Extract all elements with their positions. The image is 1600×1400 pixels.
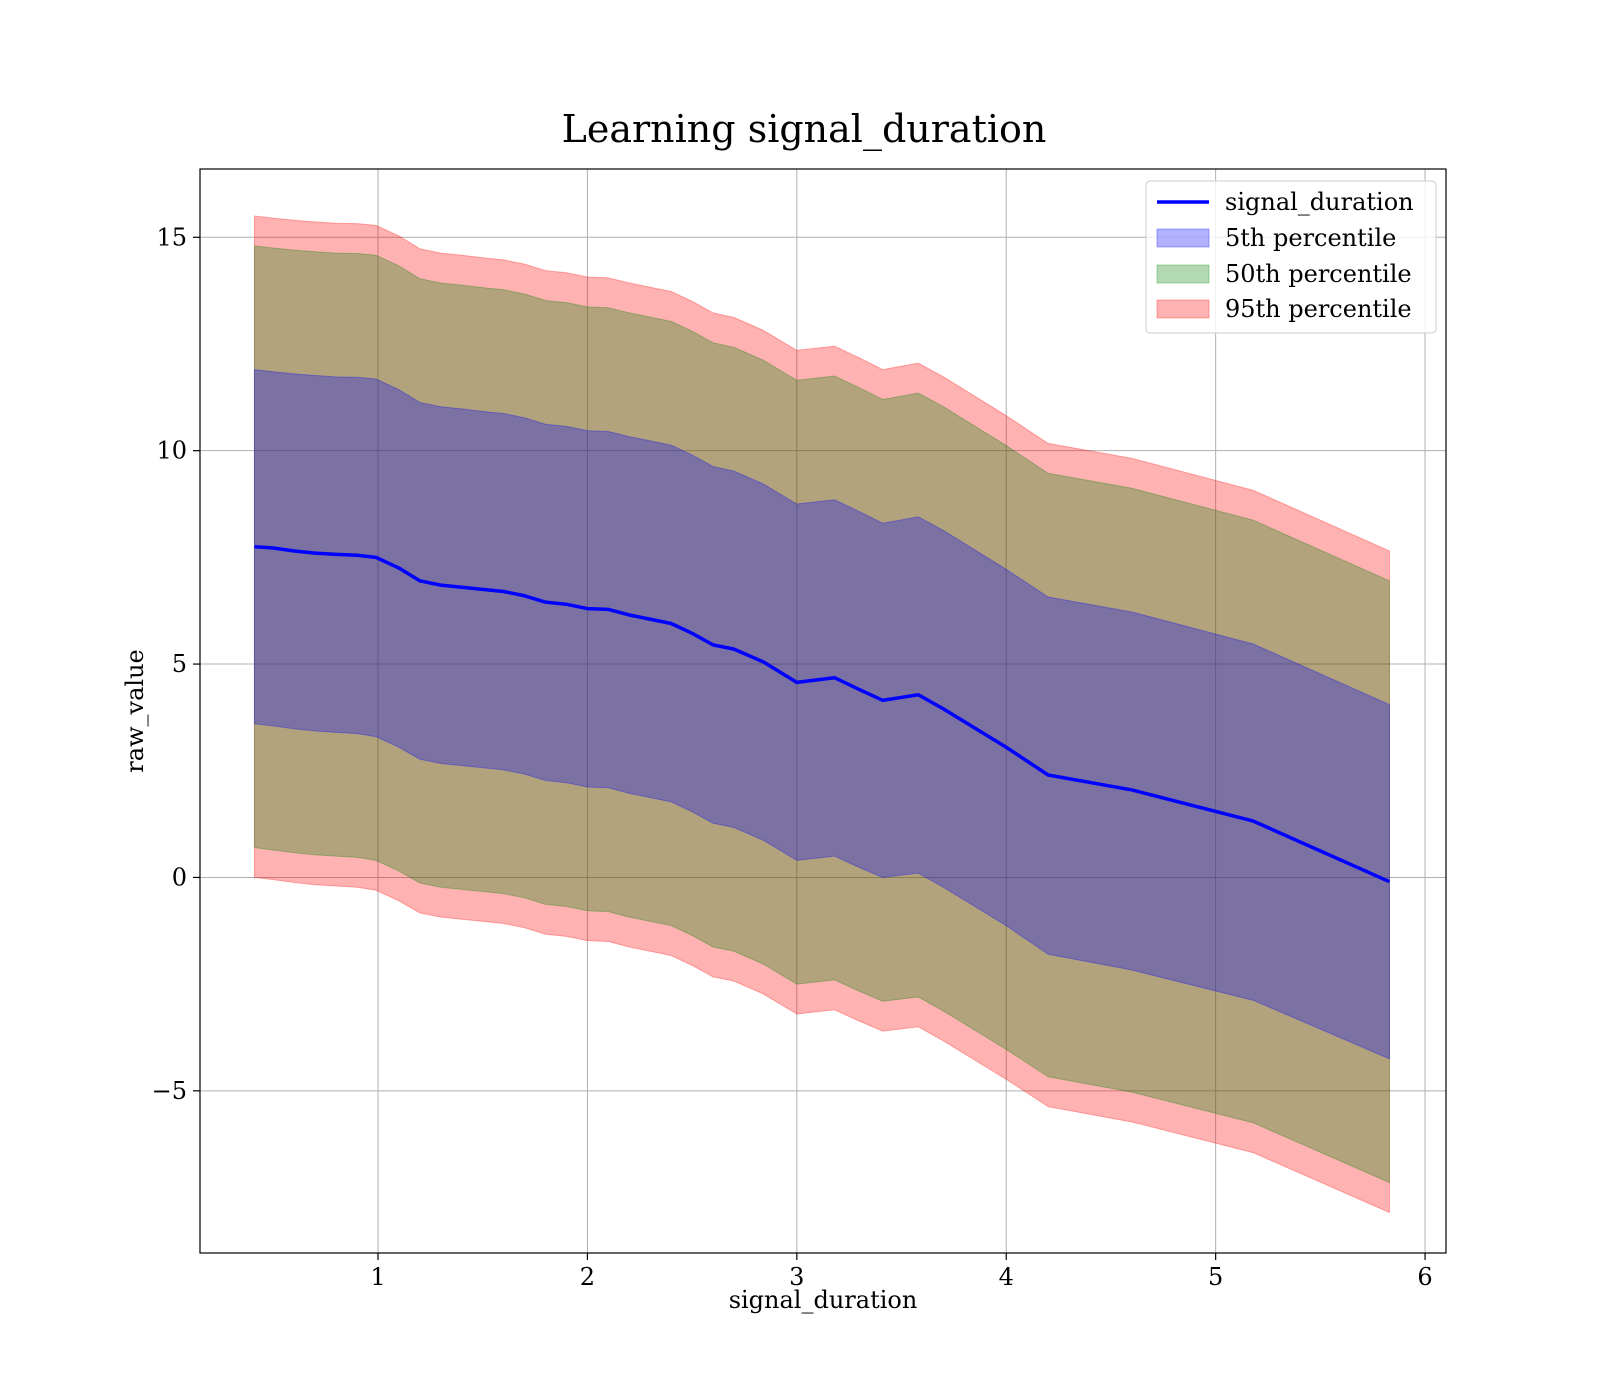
x-tick-label: 1 (370, 1263, 385, 1291)
y-tick-label: 10 (156, 437, 187, 465)
y-tick-label: −5 (152, 1077, 187, 1105)
x-tick-label: 2 (580, 1263, 595, 1291)
legend-label: 5th percentile (1225, 224, 1396, 252)
plot-frame (199, 168, 1447, 1254)
series-line-signal-duration (254, 544, 1391, 884)
axis-ticks: 1 2 3 4 5 6 −5 0 5 10 15 (152, 223, 1433, 1291)
x-tick-label: 3 (789, 1263, 804, 1291)
x-tick-label: 5 (1208, 1263, 1223, 1291)
legend-box (1145, 180, 1437, 334)
series-lines (254, 544, 1391, 884)
band-50th-percentile (253, 245, 1390, 1184)
percentile-bands (253, 215, 1390, 1214)
y-axis-label: raw_value (121, 649, 149, 773)
legend-swatch-band (1156, 299, 1210, 319)
legend-label: signal_duration (1225, 188, 1414, 216)
legend-label: 50th percentile (1225, 260, 1412, 288)
legend: signal_duration 5th percentile 50th percen… (1145, 180, 1437, 334)
x-tick-label: 4 (999, 1263, 1014, 1291)
y-tick-label: 5 (172, 650, 187, 678)
band-95th-percentile (253, 215, 1390, 1214)
band-5th-percentile (253, 369, 1390, 1060)
x-tick-label: 6 (1417, 1263, 1432, 1291)
chart-title: Learning signal_duration (562, 107, 1047, 152)
x-axis-label: signal_duration (729, 1286, 918, 1314)
y-tick-label: 0 (172, 863, 187, 891)
legend-swatch-band (1156, 228, 1210, 248)
y-tick-label: 15 (156, 223, 187, 251)
legend-swatch-band (1156, 264, 1210, 284)
legend-label: 95th percentile (1225, 295, 1412, 323)
